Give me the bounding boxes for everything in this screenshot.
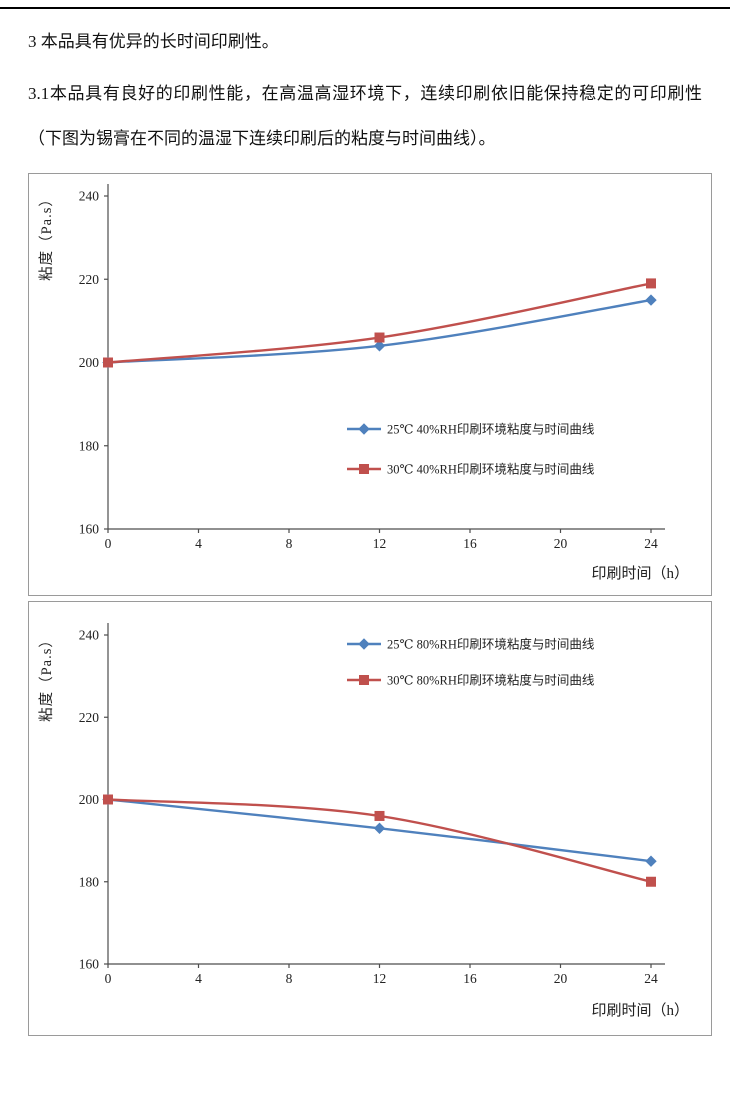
viscosity-time-chart-40rh: 160 180 200 220 240 0 4 8 12 16 20 24 印刷时间（h） 粘度（Pa.s…	[38, 184, 689, 582]
x-tick-label: 4	[195, 536, 202, 551]
x-tick-label: 20	[554, 971, 568, 986]
legend-marker	[358, 638, 370, 650]
document-page: 3 本品具有优异的长时间印刷性。 3.1本品具有良好的印刷性能，在高温高湿环境下…	[0, 7, 730, 1036]
x-tick-label: 24	[644, 971, 658, 986]
data-point-marker	[646, 278, 656, 289]
section-heading: 3 本品具有优异的长时间印刷性。	[28, 32, 279, 51]
legend-label: 30℃ 40%RH印刷环境粘度与时间曲线	[387, 462, 595, 477]
x-tick-label: 8	[286, 536, 293, 551]
legend-marker	[358, 423, 370, 435]
x-tick-label: 16	[463, 536, 477, 551]
y-tick-label: 160	[79, 957, 100, 972]
series-line	[107, 298, 652, 364]
legend-marker	[359, 675, 369, 685]
y-tick-label: 220	[79, 710, 100, 725]
y-axis-title: 粘度（Pa.s）	[38, 191, 55, 281]
data-point-marker	[374, 810, 385, 821]
x-tick-label: 0	[105, 536, 112, 551]
chart-80rh-container: 160 180 200 220 240 0 4 8 12 16 20 24 印刷时间（h） 粘度（Pa.s…	[28, 601, 712, 1036]
x-tick-label: 4	[195, 971, 202, 986]
x-axis-title: 印刷时间（h）	[591, 565, 689, 582]
y-axis-title: 粘度（Pa.s）	[38, 632, 55, 722]
legend-marker	[359, 464, 369, 474]
data-point-marker	[103, 794, 113, 805]
viscosity-time-chart-80rh: 160 180 200 220 240 0 4 8 12 16 20 24 印刷时间（h） 粘度（Pa.s…	[38, 623, 689, 1019]
x-tick-label: 24	[644, 536, 658, 551]
x-tick-label: 8	[286, 971, 293, 986]
y-tick-label: 220	[79, 272, 100, 287]
x-tick-label: 12	[373, 536, 387, 551]
legend-label: 25℃ 40%RH印刷环境粘度与时间曲线	[387, 422, 595, 437]
header-rule	[0, 7, 730, 9]
data-point-marker	[373, 340, 386, 352]
y-tick-label: 200	[79, 792, 100, 807]
y-tick-label: 160	[79, 522, 100, 537]
y-tick-label: 200	[79, 355, 100, 370]
data-point-marker	[373, 822, 386, 834]
legend-entry: 25℃ 80%RH印刷环境粘度与时间曲线	[347, 637, 595, 652]
data-point-marker	[645, 855, 657, 867]
legend-entry: 25℃ 40%RH印刷环境粘度与时间曲线	[347, 422, 595, 437]
chart-40rh-container: 160 180 200 220 240 0 4 8 12 16 20 24 印刷时间（h） 粘度（Pa.s…	[28, 173, 712, 596]
data-point-marker	[103, 357, 113, 368]
y-tick-label: 240	[79, 189, 100, 204]
x-tick-label: 12	[373, 971, 387, 986]
x-tick-label: 0	[105, 971, 112, 986]
legend-entry: 30℃ 40%RH印刷环境粘度与时间曲线	[347, 462, 595, 477]
data-point-marker	[646, 876, 656, 887]
y-tick-label: 240	[79, 628, 100, 643]
section-paragraph: 3.1本品具有良好的印刷性能，在高温高湿环境下，连续印刷依旧能保持稳定的可印刷性…	[28, 84, 702, 148]
x-axis-title: 印刷时间（h）	[591, 1002, 689, 1019]
y-tick-label: 180	[79, 874, 100, 889]
y-tick-label: 180	[79, 438, 100, 453]
x-tick-label: 20	[554, 536, 568, 551]
legend-label: 30℃ 80%RH印刷环境粘度与时间曲线	[387, 673, 595, 688]
x-tick-label: 16	[463, 971, 477, 986]
legend-label: 25℃ 80%RH印刷环境粘度与时间曲线	[387, 637, 595, 652]
data-point-marker	[645, 294, 657, 306]
data-point-marker	[374, 332, 385, 343]
legend-entry: 30℃ 80%RH印刷环境粘度与时间曲线	[347, 673, 595, 688]
